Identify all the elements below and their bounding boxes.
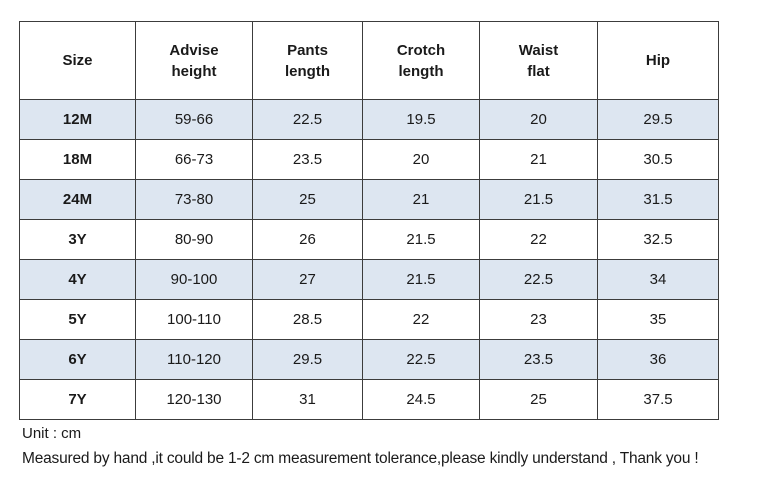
unit-note: Unit : cm [22, 425, 82, 442]
crotch-length-cell: 21 [362, 179, 480, 220]
table-row: 24M 73-80 25 21 21.5 31.5 [19, 179, 719, 220]
pants-length-cell: 29.5 [252, 339, 363, 380]
pants-length-cell: 31 [252, 379, 363, 420]
header-size: Size [19, 21, 136, 100]
waist-flat-cell: 22.5 [479, 259, 598, 300]
advise-height-cell: 66-73 [135, 139, 253, 180]
table-row: 3Y 80-90 26 21.5 22 32.5 [19, 219, 719, 260]
waist-flat-cell: 21 [479, 139, 598, 180]
crotch-length-cell: 22 [362, 299, 480, 340]
crotch-length-cell: 20 [362, 139, 480, 180]
size-cell: 18M [19, 139, 136, 180]
header-pants-length: Pants length [252, 21, 363, 100]
header-waist-flat-line2: flat [527, 62, 550, 80]
header-crotch-length-line1: Crotch [396, 41, 446, 59]
measurement-tolerance-note: Measured by hand ,it could be 1-2 cm mea… [22, 450, 699, 467]
pants-length-cell: 23.5 [252, 139, 363, 180]
advise-height-cell: 59-66 [135, 99, 253, 140]
hip-cell: 31.5 [597, 179, 719, 220]
header-hip: Hip [597, 21, 719, 100]
crotch-length-cell: 24.5 [362, 379, 480, 420]
pants-length-cell: 25 [252, 179, 363, 220]
waist-flat-cell: 25 [479, 379, 598, 420]
header-advise-height-line1: Advise [169, 41, 219, 59]
table-row: 6Y 110-120 29.5 22.5 23.5 36 [19, 339, 719, 380]
crotch-length-cell: 21.5 [362, 219, 480, 260]
hip-cell: 30.5 [597, 139, 719, 180]
crotch-length-cell: 22.5 [362, 339, 480, 380]
header-advise-height-line2: height [171, 62, 217, 80]
table-row: 12M 59-66 22.5 19.5 20 29.5 [19, 99, 719, 140]
advise-height-cell: 110-120 [135, 339, 253, 380]
hip-cell: 29.5 [597, 99, 719, 140]
advise-height-cell: 73-80 [135, 179, 253, 220]
waist-flat-cell: 23.5 [479, 339, 598, 380]
header-waist-flat-line1: Waist [518, 41, 559, 59]
pants-length-cell: 27 [252, 259, 363, 300]
advise-height-cell: 90-100 [135, 259, 253, 300]
size-cell: 24M [19, 179, 136, 220]
hip-cell: 34 [597, 259, 719, 300]
header-advise-height: Advise height [135, 21, 253, 100]
table-row: 7Y 120-130 31 24.5 25 37.5 [19, 379, 719, 420]
waist-flat-cell: 23 [479, 299, 598, 340]
size-cell: 7Y [19, 379, 136, 420]
table-row: 5Y 100-110 28.5 22 23 35 [19, 299, 719, 340]
hip-cell: 37.5 [597, 379, 719, 420]
crotch-length-cell: 19.5 [362, 99, 480, 140]
size-chart-table: Size Advise height Pants length Crotch l… [19, 21, 719, 420]
waist-flat-cell: 20 [479, 99, 598, 140]
crotch-length-cell: 21.5 [362, 259, 480, 300]
waist-flat-cell: 21.5 [479, 179, 598, 220]
header-pants-length-line1: Pants [287, 41, 328, 59]
hip-cell: 35 [597, 299, 719, 340]
pants-length-cell: 28.5 [252, 299, 363, 340]
size-cell: 5Y [19, 299, 136, 340]
size-cell: 3Y [19, 219, 136, 260]
advise-height-cell: 80-90 [135, 219, 253, 260]
size-cell: 6Y [19, 339, 136, 380]
header-hip-line1: Hip [645, 52, 671, 69]
table-row: 4Y 90-100 27 21.5 22.5 34 [19, 259, 719, 300]
advise-height-cell: 120-130 [135, 379, 253, 420]
pants-length-cell: 22.5 [252, 99, 363, 140]
size-cell: 4Y [19, 259, 136, 300]
table-row: 18M 66-73 23.5 20 21 30.5 [19, 139, 719, 180]
waist-flat-cell: 22 [479, 219, 598, 260]
header-row: Size Advise height Pants length Crotch l… [19, 21, 719, 100]
header-crotch-length: Crotch length [362, 21, 480, 100]
header-pants-length-line2: length [285, 62, 330, 80]
header-crotch-length-line2: length [398, 62, 444, 80]
size-cell: 12M [19, 99, 136, 140]
header-waist-flat: Waist flat [479, 21, 598, 100]
hip-cell: 36 [597, 339, 719, 380]
header-size-line1: Size [62, 52, 93, 69]
hip-cell: 32.5 [597, 219, 719, 260]
advise-height-cell: 100-110 [135, 299, 253, 340]
pants-length-cell: 26 [252, 219, 363, 260]
